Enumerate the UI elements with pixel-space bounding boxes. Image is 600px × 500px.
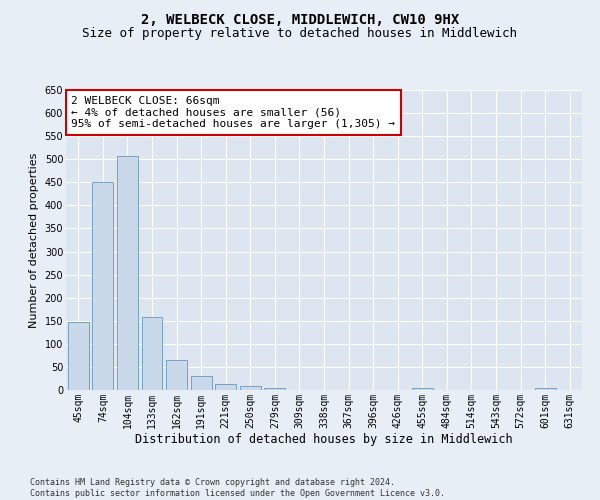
- Bar: [215, 384, 236, 390]
- Text: Size of property relative to detached houses in Middlewich: Size of property relative to detached ho…: [83, 28, 517, 40]
- Bar: [117, 156, 138, 390]
- Bar: [191, 376, 212, 390]
- Text: 2 WELBECK CLOSE: 66sqm
← 4% of detached houses are smaller (56)
95% of semi-deta: 2 WELBECK CLOSE: 66sqm ← 4% of detached …: [71, 96, 395, 129]
- Y-axis label: Number of detached properties: Number of detached properties: [29, 152, 39, 328]
- Bar: [265, 388, 286, 390]
- Bar: [68, 322, 89, 390]
- Bar: [535, 388, 556, 390]
- Bar: [412, 388, 433, 390]
- Text: 2, WELBECK CLOSE, MIDDLEWICH, CW10 9HX: 2, WELBECK CLOSE, MIDDLEWICH, CW10 9HX: [141, 12, 459, 26]
- Text: Distribution of detached houses by size in Middlewich: Distribution of detached houses by size …: [135, 432, 513, 446]
- Bar: [92, 182, 113, 390]
- Bar: [166, 360, 187, 390]
- Bar: [240, 386, 261, 390]
- Bar: [142, 317, 163, 390]
- Text: Contains HM Land Registry data © Crown copyright and database right 2024.
Contai: Contains HM Land Registry data © Crown c…: [30, 478, 445, 498]
